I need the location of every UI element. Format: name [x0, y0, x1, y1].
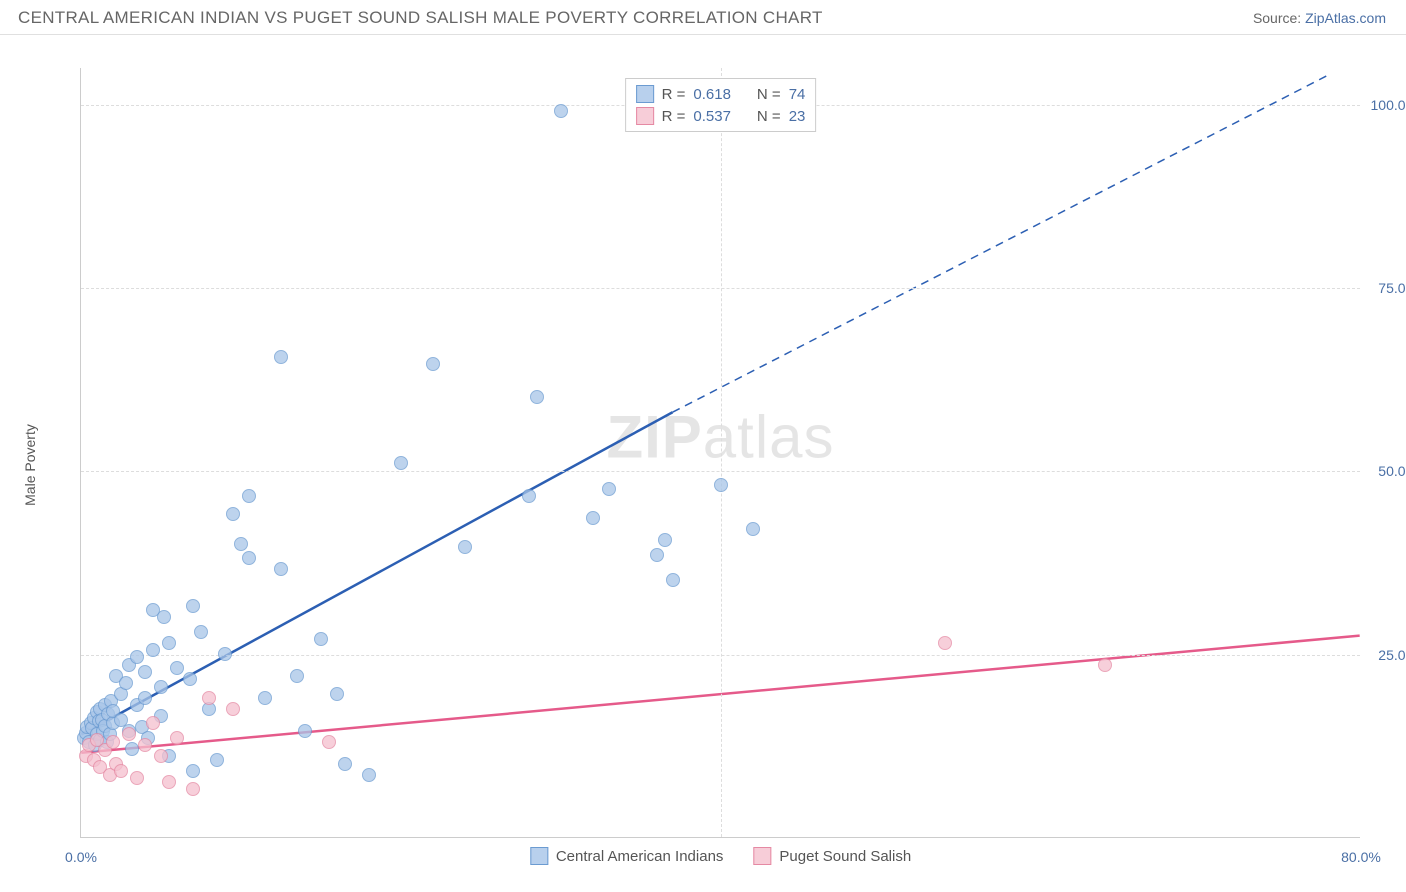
- scatter-point: [226, 507, 240, 521]
- scatter-point: [938, 636, 952, 650]
- legend-item-2: Puget Sound Salish: [753, 847, 911, 865]
- scatter-point: [194, 625, 208, 639]
- scatter-point: [714, 478, 728, 492]
- n-label: N =: [757, 86, 781, 103]
- scatter-point: [119, 676, 133, 690]
- scatter-point: [138, 665, 152, 679]
- correlation-legend: R = 0.618 N = 74 R = 0.537 N = 23: [625, 78, 817, 132]
- gridline-vertical: [721, 68, 722, 837]
- swatch-series-1-icon: [530, 847, 548, 865]
- y-tick-label: 100.0%: [1371, 97, 1406, 113]
- source-attribution: Source: ZipAtlas.com: [1253, 10, 1386, 26]
- n-value-2: 23: [789, 108, 806, 125]
- x-tick-label: 80.0%: [1341, 849, 1381, 865]
- n-value-1: 74: [789, 86, 806, 103]
- n-label: N =: [757, 108, 781, 125]
- scatter-point: [183, 672, 197, 686]
- scatter-point: [290, 669, 304, 683]
- scatter-point: [658, 533, 672, 547]
- scatter-point: [666, 573, 680, 587]
- scatter-point: [362, 768, 376, 782]
- scatter-point: [186, 764, 200, 778]
- chart-container: Male Poverty ZIPatlas R = 0.618 N = 74 R…: [50, 50, 1390, 880]
- scatter-point: [162, 775, 176, 789]
- scatter-point: [218, 647, 232, 661]
- swatch-series-2-icon: [753, 847, 771, 865]
- chart-title: CENTRAL AMERICAN INDIAN VS PUGET SOUND S…: [18, 8, 823, 28]
- scatter-point: [522, 489, 536, 503]
- y-tick-label: 25.0%: [1378, 647, 1406, 663]
- r-value-2: 0.537: [693, 108, 731, 125]
- scatter-point: [274, 350, 288, 364]
- scatter-point: [202, 691, 216, 705]
- r-value-1: 0.618: [693, 86, 731, 103]
- scatter-point: [170, 661, 184, 675]
- r-label: R =: [662, 108, 686, 125]
- scatter-point: [530, 390, 544, 404]
- scatter-point: [242, 489, 256, 503]
- swatch-series-2: [636, 107, 654, 125]
- scatter-point: [458, 540, 472, 554]
- source-label: Source:: [1253, 10, 1305, 26]
- scatter-point: [338, 757, 352, 771]
- r-label: R =: [662, 86, 686, 103]
- scatter-point: [146, 716, 160, 730]
- scatter-point: [157, 610, 171, 624]
- scatter-point: [114, 764, 128, 778]
- scatter-point: [146, 643, 160, 657]
- watermark-rest: atlas: [703, 404, 835, 471]
- scatter-point: [130, 650, 144, 664]
- scatter-point: [106, 735, 120, 749]
- correlation-row-1: R = 0.618 N = 74: [636, 83, 806, 105]
- scatter-point: [186, 782, 200, 796]
- y-tick-label: 50.0%: [1378, 463, 1406, 479]
- scatter-point: [274, 562, 288, 576]
- correlation-row-2: R = 0.537 N = 23: [636, 105, 806, 127]
- swatch-series-1: [636, 85, 654, 103]
- scatter-point: [234, 537, 248, 551]
- plot-area: ZIPatlas R = 0.618 N = 74 R = 0.537 N = …: [80, 68, 1360, 838]
- scatter-point: [322, 735, 336, 749]
- legend-label-1: Central American Indians: [556, 848, 724, 865]
- scatter-point: [210, 753, 224, 767]
- scatter-point: [554, 104, 568, 118]
- legend-label-2: Puget Sound Salish: [779, 848, 911, 865]
- scatter-point: [330, 687, 344, 701]
- scatter-point: [122, 727, 136, 741]
- scatter-point: [394, 456, 408, 470]
- x-tick-label: 0.0%: [65, 849, 97, 865]
- scatter-point: [586, 511, 600, 525]
- legend-item-1: Central American Indians: [530, 847, 724, 865]
- scatter-point: [186, 599, 200, 613]
- scatter-point: [1098, 658, 1112, 672]
- scatter-point: [746, 522, 760, 536]
- scatter-point: [258, 691, 272, 705]
- scatter-point: [650, 548, 664, 562]
- scatter-point: [138, 691, 152, 705]
- source-link[interactable]: ZipAtlas.com: [1305, 10, 1386, 26]
- scatter-point: [426, 357, 440, 371]
- scatter-point: [138, 738, 152, 752]
- scatter-point: [242, 551, 256, 565]
- scatter-point: [154, 680, 168, 694]
- scatter-point: [602, 482, 616, 496]
- scatter-point: [154, 749, 168, 763]
- scatter-point: [170, 731, 184, 745]
- watermark-bold: ZIP: [606, 404, 702, 471]
- scatter-point: [162, 636, 176, 650]
- y-axis-label: Male Poverty: [22, 424, 38, 506]
- chart-header: CENTRAL AMERICAN INDIAN VS PUGET SOUND S…: [0, 0, 1406, 35]
- scatter-point: [314, 632, 328, 646]
- y-tick-label: 75.0%: [1378, 280, 1406, 296]
- scatter-point: [226, 702, 240, 716]
- scatter-point: [298, 724, 312, 738]
- scatter-point: [130, 771, 144, 785]
- series-legend: Central American Indians Puget Sound Sal…: [530, 847, 911, 865]
